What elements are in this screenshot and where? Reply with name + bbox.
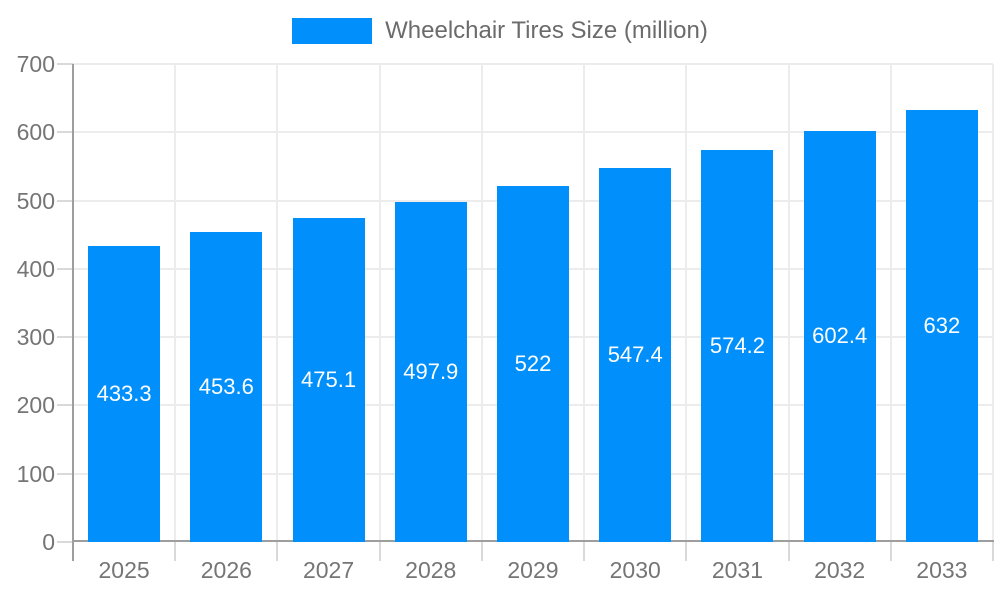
bar-2025[interactable] xyxy=(88,246,161,542)
y-axis-label: 600 xyxy=(16,119,55,146)
y-axis-tick xyxy=(57,472,73,475)
bar-2030[interactable] xyxy=(599,168,672,542)
gridline-vertical xyxy=(276,64,279,542)
bar-value-label: 547.4 xyxy=(607,342,663,368)
x-axis-label: 2030 xyxy=(609,557,661,583)
gridline-vertical xyxy=(992,64,994,542)
y-axis-label: 100 xyxy=(16,460,55,487)
y-axis-label: 0 xyxy=(42,529,55,555)
gridline-vertical xyxy=(787,64,790,542)
legend-swatch xyxy=(292,18,373,44)
bar-2033[interactable] xyxy=(905,110,978,542)
y-axis-tick xyxy=(57,404,73,407)
x-axis-tick xyxy=(378,542,381,561)
y-axis-line xyxy=(72,64,74,561)
bar-value-label: 574.2 xyxy=(709,332,765,358)
bar-value-label: 433.3 xyxy=(96,381,152,407)
gridline-vertical xyxy=(685,64,688,542)
bar-2026[interactable] xyxy=(190,232,263,542)
y-axis-tick xyxy=(57,267,73,270)
x-axis-label: 2025 xyxy=(98,557,150,583)
bar-value-label: 497.9 xyxy=(403,359,459,384)
gridline-vertical xyxy=(174,64,177,542)
x-axis-tick xyxy=(583,542,586,561)
y-axis-tick xyxy=(57,199,73,202)
bar-value-label: 453.6 xyxy=(198,374,254,400)
bar-2029[interactable] xyxy=(497,185,569,542)
y-axis-label: 200 xyxy=(16,392,55,419)
gridline-horizontal xyxy=(73,63,993,65)
y-axis-tick xyxy=(57,63,73,65)
x-axis-label: 2033 xyxy=(916,557,968,583)
bar-2028[interactable] xyxy=(394,202,467,542)
bar-value-label: 602.4 xyxy=(812,323,868,349)
bar-2031[interactable] xyxy=(701,149,774,542)
gridline-vertical xyxy=(889,64,892,542)
bar-2032[interactable] xyxy=(803,130,876,542)
x-axis-label: 2028 xyxy=(405,557,457,583)
y-axis-label: 700 xyxy=(16,51,55,77)
y-axis-tick xyxy=(57,541,73,543)
x-axis-label: 2027 xyxy=(302,557,355,583)
y-axis-tick xyxy=(57,336,73,339)
y-axis-tick xyxy=(57,131,73,134)
bar-value-label: 475.1 xyxy=(301,366,357,392)
x-axis-tick xyxy=(276,542,279,561)
chart-legend[interactable]: Wheelchair Tires Size (million) xyxy=(0,14,1000,48)
bar-2027[interactable] xyxy=(292,217,365,542)
x-axis-label: 2031 xyxy=(711,557,764,583)
y-axis-label: 300 xyxy=(16,324,55,351)
gridline-vertical xyxy=(583,64,586,542)
x-axis-label: 2029 xyxy=(507,557,559,583)
gridline-vertical xyxy=(480,64,483,542)
gridline-vertical xyxy=(378,64,381,542)
x-axis-tick xyxy=(889,542,892,561)
x-axis-tick xyxy=(480,542,483,561)
gridline-horizontal xyxy=(73,131,993,134)
bar-value-label: 522 xyxy=(514,350,552,376)
x-axis-label: 2032 xyxy=(814,557,866,583)
x-axis-tick xyxy=(685,542,688,561)
x-axis-tick xyxy=(174,542,177,561)
y-axis-label: 500 xyxy=(16,187,55,214)
x-axis-tick xyxy=(787,542,790,561)
legend-label: Wheelchair Tires Size (million) xyxy=(385,17,708,44)
x-axis-tick xyxy=(992,542,994,561)
y-axis-label: 400 xyxy=(16,255,55,282)
bar-value-label: 632 xyxy=(923,313,961,339)
x-axis-label: 2026 xyxy=(200,557,252,583)
